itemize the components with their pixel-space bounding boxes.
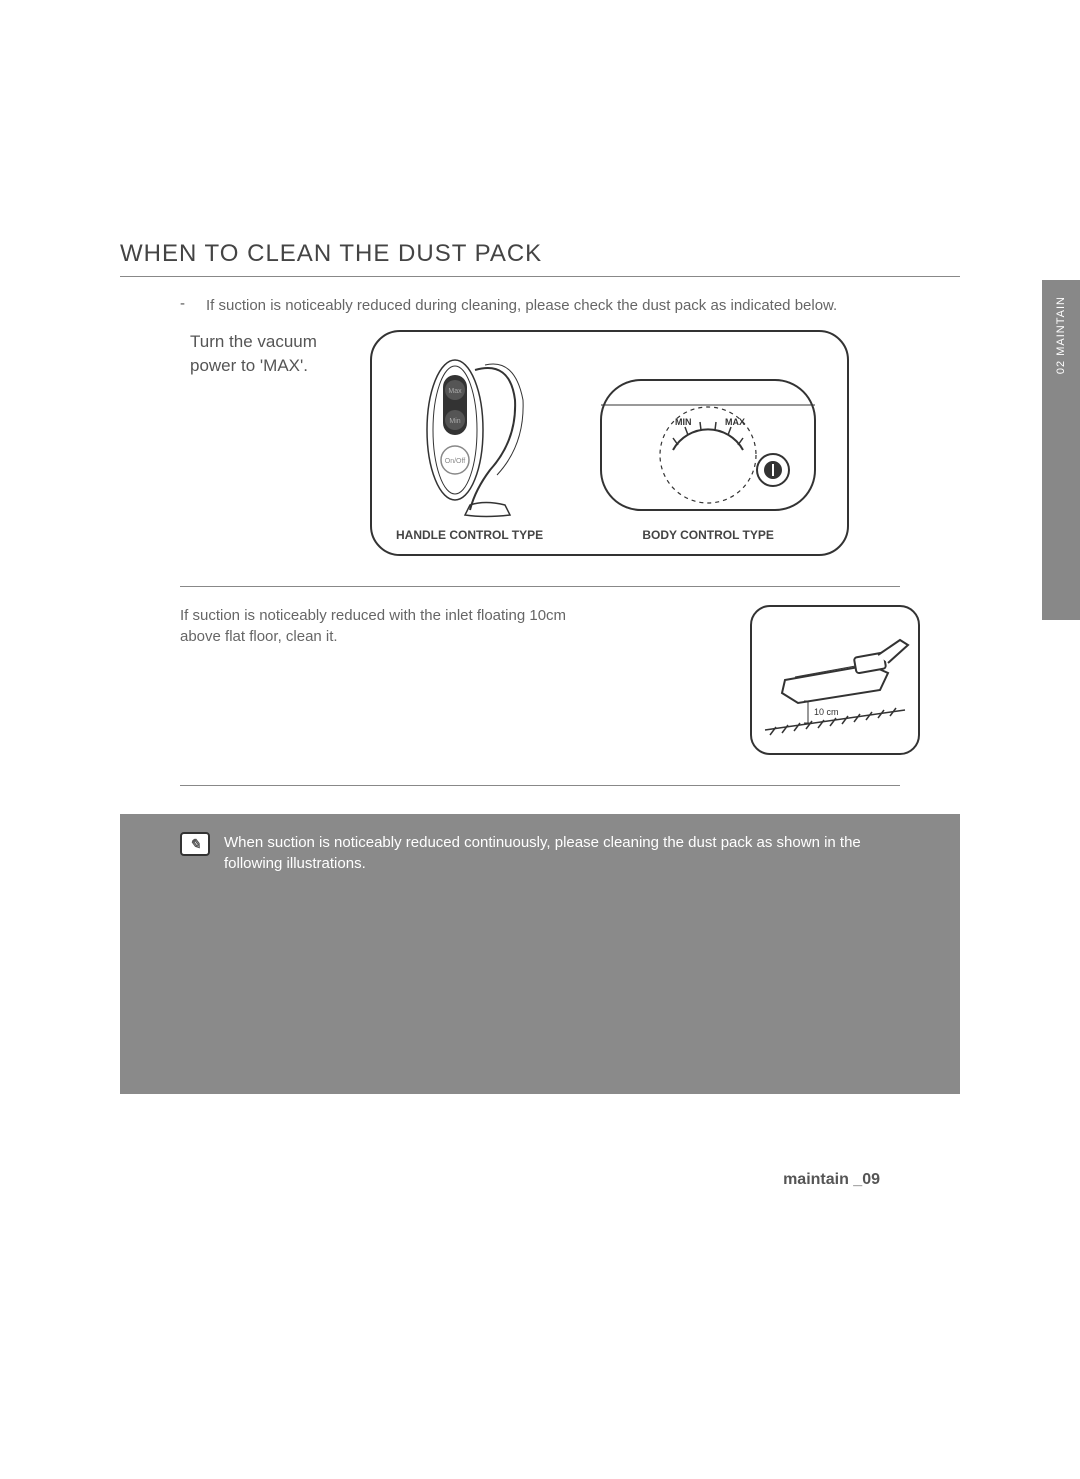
side-tab: 02 MAINTAIN: [1042, 280, 1080, 620]
body-control-panel: MIN MAX BODY CONTROL TYPE: [593, 350, 823, 542]
float-illustration-box: 10 cm: [750, 605, 920, 755]
bullet-marker: -: [180, 295, 190, 316]
max-label: MAX: [725, 417, 745, 427]
side-tab-label: 02 MAINTAIN: [1055, 296, 1067, 374]
svg-text:Max: Max: [448, 388, 462, 395]
handle-control-panel: Max Min On/Off HANDLE CONTROL TYPE: [396, 350, 543, 542]
title-rule: [120, 276, 960, 277]
body-control-icon: MIN MAX: [593, 350, 823, 520]
bullet-text: If suction is noticeably reduced during …: [206, 295, 837, 316]
handle-control-icon: Max Min On/Off: [415, 350, 525, 520]
note-text: When suction is noticeably reduced conti…: [224, 832, 900, 874]
onoff-label: On/Off: [444, 458, 465, 465]
handle-caption: HANDLE CONTROL TYPE: [396, 528, 543, 542]
page-footer: maintain _09: [783, 1171, 880, 1189]
float-text: If suction is noticeably reduced with th…: [180, 605, 600, 647]
instruction-text: Turn the vacuum power to 'MAX'.: [190, 330, 340, 378]
min-label: MIN: [675, 417, 692, 427]
intro-bullet: - If suction is noticeably reduced durin…: [120, 295, 960, 316]
distance-label: 10 cm: [814, 707, 839, 717]
float-section: If suction is noticeably reduced with th…: [120, 587, 960, 755]
body-caption: BODY CONTROL TYPE: [642, 528, 774, 542]
page-title: WHEN TO CLEAN THE DUST PACK: [120, 240, 960, 268]
note-band: ✎ When suction is noticeably reduced con…: [120, 814, 960, 1094]
control-illustration-box: Max Min On/Off HANDLE CONTROL TYPE: [370, 330, 849, 556]
divider-2: [180, 785, 900, 786]
svg-text:Min: Min: [449, 418, 460, 425]
note-icon: ✎: [180, 832, 210, 856]
instruction-row: Turn the vacuum power to 'MAX'. Max Min …: [120, 330, 960, 556]
brush-head-icon: 10 cm: [760, 615, 910, 745]
page-content: WHEN TO CLEAN THE DUST PACK - If suction…: [0, 0, 1080, 1094]
